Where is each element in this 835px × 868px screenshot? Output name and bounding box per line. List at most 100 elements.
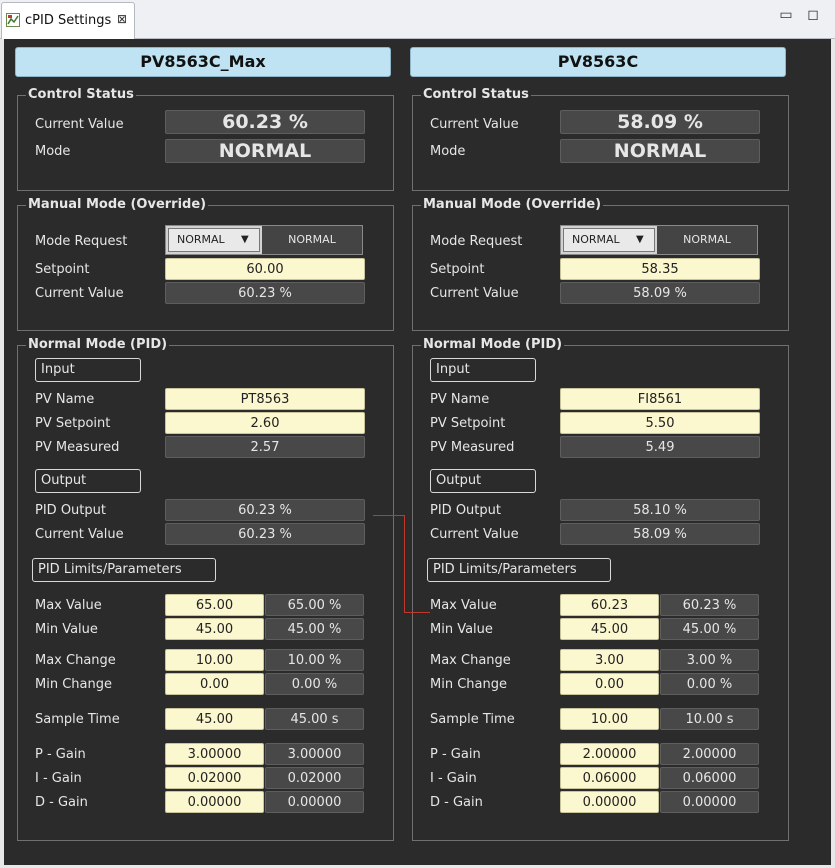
- manual-mode-group: Manual Mode (Override) Mode Request NORM…: [412, 197, 789, 331]
- current-value-display: 60.23 %: [165, 110, 365, 134]
- current-value-label: Current Value: [430, 527, 519, 542]
- mode-label: Mode: [430, 144, 466, 159]
- current-value-display: 58.09 %: [560, 523, 760, 545]
- manual-mode-group: Manual Mode (Override) Mode Request NORM…: [17, 197, 394, 331]
- link-line-bottom: [404, 612, 430, 613]
- control-status-group: Control Status Current Value 58.09 % Mod…: [412, 87, 789, 191]
- sample-time-label: Sample Time: [430, 712, 515, 727]
- d-gain-label: D - Gain: [35, 795, 88, 810]
- mode-request-selected: NORMAL: [572, 233, 620, 246]
- current-value-display: 58.09 %: [560, 282, 760, 304]
- controller-title-button[interactable]: PV8563C: [410, 47, 786, 77]
- d-gain-label: D - Gain: [430, 795, 483, 810]
- p-gain-label: P - Gain: [35, 747, 86, 762]
- min-change-label: Min Change: [35, 677, 112, 692]
- min-change-display: 0.00 %: [265, 673, 364, 695]
- minimize-icon[interactable]: ▭: [779, 7, 793, 23]
- group-heading: Manual Mode (Override): [421, 197, 604, 212]
- max-value-input[interactable]: 65.00: [165, 594, 264, 616]
- sample-time-display: 45.00 s: [265, 708, 364, 730]
- sample-time-display: 10.00 s: [660, 708, 759, 730]
- group-heading: Normal Mode (PID): [421, 337, 565, 352]
- mode-request-select[interactable]: NORMAL ▼: [563, 228, 655, 252]
- pv-name-input[interactable]: PT8563: [165, 388, 365, 410]
- min-value-label: Min Value: [35, 622, 98, 637]
- group-heading: Manual Mode (Override): [26, 197, 209, 212]
- pid-output-label: PID Output: [35, 503, 106, 518]
- tab-cpid-settings[interactable]: cPID Settings ⊠: [1, 2, 135, 39]
- output-section-heading: Output: [35, 469, 141, 493]
- pv-setpoint-label: PV Setpoint: [35, 416, 111, 431]
- pv-measured-display: 2.57: [165, 436, 365, 458]
- min-change-input[interactable]: 0.00: [560, 673, 659, 695]
- pv-name-label: PV Name: [35, 392, 95, 407]
- controller-panel-right: PV8563C Control Status Current Value 58.…: [399, 39, 789, 865]
- current-value-display: 60.23 %: [165, 523, 365, 545]
- sample-time-input[interactable]: 45.00: [165, 708, 264, 730]
- mode-request-dropdown[interactable]: NORMAL ▼ NORMAL: [165, 225, 363, 255]
- p-gain-input[interactable]: 2.00000: [560, 743, 659, 765]
- current-value-label: Current Value: [35, 117, 124, 132]
- mode-display: NORMAL: [165, 139, 365, 163]
- pv-setpoint-input[interactable]: 5.50: [560, 412, 760, 434]
- input-section-heading: Input: [35, 358, 141, 382]
- mode-request-status: NORMAL: [657, 226, 757, 254]
- chevron-down-icon[interactable]: ▼: [241, 234, 249, 245]
- controller-title-button[interactable]: PV8563C_Max: [15, 47, 391, 77]
- current-value-label: Current Value: [35, 527, 124, 542]
- pv-name-label: PV Name: [430, 392, 490, 407]
- d-gain-input[interactable]: 0.00000: [560, 791, 659, 813]
- link-line-top: [373, 515, 405, 516]
- p-gain-display: 2.00000: [660, 743, 759, 765]
- pv-setpoint-label: PV Setpoint: [430, 416, 506, 431]
- sample-time-input[interactable]: 10.00: [560, 708, 659, 730]
- close-icon[interactable]: ⊠: [117, 12, 128, 26]
- p-gain-input[interactable]: 3.00000: [165, 743, 264, 765]
- pv-setpoint-input[interactable]: 2.60: [165, 412, 365, 434]
- tab-title: cPID Settings: [25, 13, 112, 28]
- setpoint-label: Setpoint: [430, 262, 485, 277]
- i-gain-input[interactable]: 0.06000: [560, 767, 659, 789]
- max-value-display: 65.00 %: [265, 594, 364, 616]
- pv-name-input[interactable]: FI8561: [560, 388, 760, 410]
- group-heading: Normal Mode (PID): [26, 337, 170, 352]
- i-gain-label: I - Gain: [35, 771, 82, 786]
- settings-content: PV8563C_Max Control Status Current Value…: [4, 39, 831, 865]
- settings-chart-icon: [6, 13, 20, 27]
- group-heading: Control Status: [26, 87, 136, 102]
- maximize-icon[interactable]: ◻: [807, 7, 819, 23]
- max-change-input[interactable]: 3.00: [560, 649, 659, 671]
- setpoint-input[interactable]: 60.00: [165, 258, 365, 280]
- control-status-group: Control Status Current Value 60.23 % Mod…: [17, 87, 394, 191]
- max-change-display: 3.00 %: [660, 649, 759, 671]
- mode-request-selected: NORMAL: [177, 233, 225, 246]
- normal-mode-group: Normal Mode (PID) Input PV Name PT8563 P…: [17, 337, 394, 841]
- min-value-input[interactable]: 45.00: [560, 618, 659, 640]
- mode-request-select[interactable]: NORMAL ▼: [168, 228, 260, 252]
- d-gain-input[interactable]: 0.00000: [165, 791, 264, 813]
- limits-section-heading: PID Limits/Parameters: [427, 558, 611, 582]
- min-change-label: Min Change: [430, 677, 507, 692]
- pv-measured-label: PV Measured: [430, 440, 515, 455]
- min-value-input[interactable]: 45.00: [165, 618, 264, 640]
- setpoint-input[interactable]: 58.35: [560, 258, 760, 280]
- max-value-input[interactable]: 60.23: [560, 594, 659, 616]
- max-change-input[interactable]: 10.00: [165, 649, 264, 671]
- p-gain-label: P - Gain: [430, 747, 481, 762]
- max-change-label: Max Change: [430, 653, 511, 668]
- pid-output-label: PID Output: [430, 503, 501, 518]
- i-gain-display: 0.02000: [265, 767, 364, 789]
- i-gain-input[interactable]: 0.02000: [165, 767, 264, 789]
- sample-time-label: Sample Time: [35, 712, 120, 727]
- group-heading: Control Status: [421, 87, 531, 102]
- min-change-input[interactable]: 0.00: [165, 673, 264, 695]
- max-value-display: 60.23 %: [660, 594, 759, 616]
- chevron-down-icon[interactable]: ▼: [636, 234, 644, 245]
- min-value-label: Min Value: [430, 622, 493, 637]
- mode-request-status: NORMAL: [262, 226, 362, 254]
- link-line-vertical: [404, 515, 405, 612]
- tab-bar: cPID Settings ⊠ ▭ ◻: [0, 0, 835, 39]
- mode-request-dropdown[interactable]: NORMAL ▼ NORMAL: [560, 225, 758, 255]
- current-value-display: 58.09 %: [560, 110, 760, 134]
- min-value-display: 45.00 %: [660, 618, 759, 640]
